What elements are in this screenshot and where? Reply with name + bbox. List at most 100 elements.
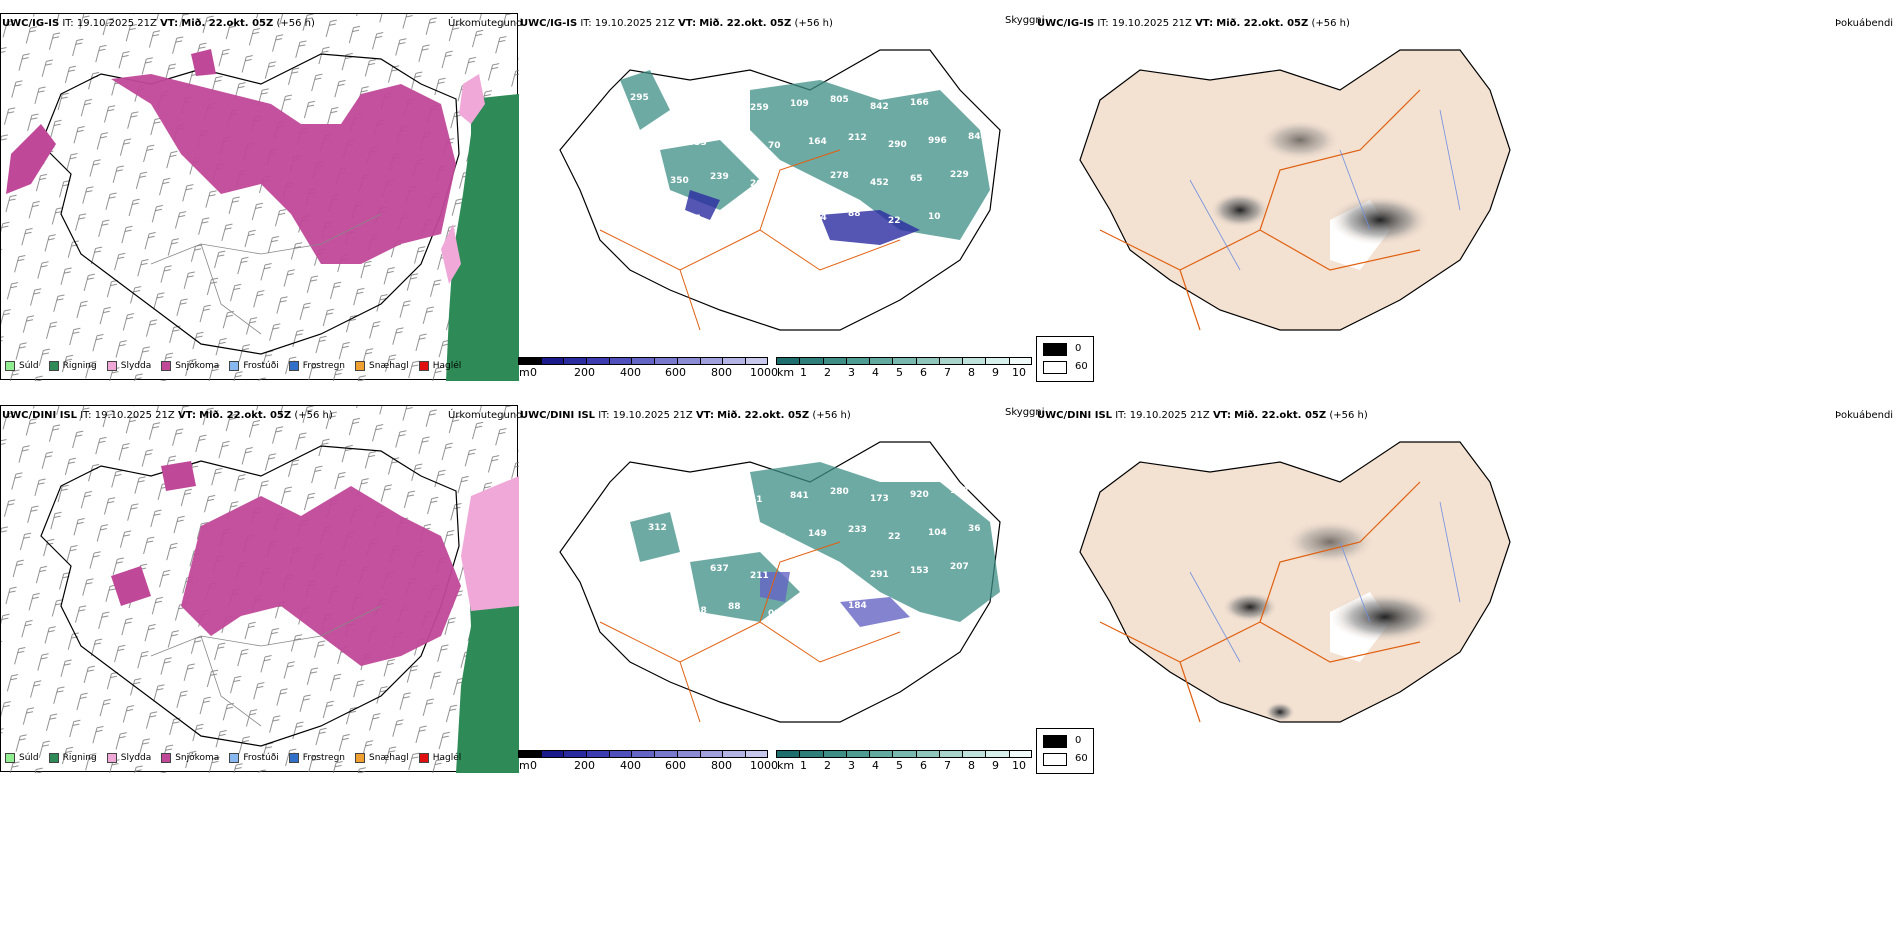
visibility-header-row1: UWC/IG-IS IT: 19.10.2025 21Z VT: Mið. 22…: [520, 18, 833, 29]
fog-area: [1285, 520, 1375, 564]
roads: [150, 605, 382, 727]
visibility-value-label: 160: [790, 175, 809, 185]
low-visibility-area: [630, 462, 1000, 622]
visibility-tick: 5: [896, 759, 903, 772]
visibility-value-label: 842: [870, 102, 889, 112]
visibility-map-row2: 71 78 361 41 841 280 173 920 172 312 915 258 331 149 2…: [559, 441, 1001, 723]
colorbar-cell: [722, 750, 745, 758]
colorbar-cell: [654, 357, 677, 365]
legend-swatch: [161, 753, 172, 763]
legend-swatch: [355, 361, 366, 371]
colorbar-cell: [699, 357, 723, 365]
precip-legend-row1: Súld Rigning Slydda Snjókoma Frostúði Fr…: [5, 361, 461, 371]
rivers: [1189, 109, 1461, 271]
visibility-value-label: 36: [968, 524, 981, 534]
precip-title-row2: Úrkomutegund: [448, 410, 523, 421]
legend-swatch: [288, 753, 299, 763]
visibility-tick: 1: [800, 366, 807, 379]
sleet-area: [441, 74, 485, 284]
fog-header-row2: UWC/DINI ISL IT: 19.10.2025 21Z VT: Mið.…: [1037, 410, 1368, 421]
visibility-value-label: 22: [888, 216, 901, 226]
cloud-base-tick: 400: [620, 366, 641, 379]
visibility-value-label: 88: [728, 602, 741, 612]
colorbar-cell: [776, 357, 800, 365]
precip-map-row2: [1, 406, 519, 773]
visibility-value-label: 104: [928, 528, 947, 538]
precip-header-row1: UWC/IG-IS IT: 19.10.2025 21Z VT: Mið. 22…: [2, 18, 315, 29]
legend-swatch: [418, 753, 429, 763]
cloud-base-tick: 600: [665, 366, 686, 379]
visibility-tick: 3: [848, 759, 855, 772]
visibility-colorbar-row1: [776, 357, 1032, 365]
colorbar-cell: [915, 357, 939, 365]
fog-legend-label: 0: [1075, 343, 1082, 354]
visibility-value-label: 452: [870, 178, 889, 188]
legend-label: Snæhagl: [369, 753, 409, 763]
colorbar-cell: [822, 750, 846, 758]
cloud-base-tick: 200: [574, 759, 595, 772]
visibility-value-label: 07: [688, 214, 701, 224]
low-cloud-base-area: [685, 190, 920, 245]
visibility-panel-row1: 295 293 80 259 109 805 842 166 53 203 333 987 70 164 2…: [520, 30, 1035, 350]
colorbar-cell: [962, 750, 986, 758]
visibility-tick: 5: [896, 366, 903, 379]
legend-item: Haglél: [418, 361, 462, 371]
cloud-base-colorbar-row1: [518, 357, 768, 365]
visibility-header-row2: UWC/DINI ISL IT: 19.10.2025 21Z VT: Mið.…: [520, 410, 851, 421]
fog-area: [1222, 592, 1278, 622]
precip-panel-row1: Súld Rigning Slydda Snjókoma Frostúði Fr…: [0, 13, 519, 381]
visibility-value-label: 805: [830, 95, 849, 105]
colorbar-cell: [540, 357, 564, 365]
visibility-value-label: 109: [790, 99, 809, 109]
legend-label: Frostúði: [243, 753, 279, 763]
colorbar-cell: [845, 357, 870, 365]
visibility-value-label: 211: [750, 571, 769, 581]
visibility-title-row2: Skyggni: [1005, 407, 1045, 418]
visibility-value-label: 100: [630, 561, 649, 571]
fog-legend-swatch-light: [1043, 361, 1067, 374]
colorbar-cell: [799, 357, 823, 365]
colorbar-cell: [845, 750, 870, 758]
land-area: [1079, 49, 1511, 331]
colorbar-cell: [518, 357, 541, 365]
colorbar-cell: [654, 750, 677, 758]
visibility-value-label: 312: [648, 523, 667, 533]
legend-item: Frostúði: [229, 361, 279, 371]
cloud-base-tick: 800: [711, 366, 732, 379]
visibility-value-label: 41: [750, 495, 763, 505]
visibility-value-label: 295: [630, 93, 649, 103]
colorbar-cell: [869, 750, 893, 758]
colorbar-cell: [631, 357, 655, 365]
roads: [1099, 89, 1421, 331]
visibility-value-label: 164: [808, 137, 827, 147]
fog-title-row2: Þokuábendi: [1835, 410, 1894, 421]
visibility-tick: 3: [848, 366, 855, 379]
legend-label: Haglél: [432, 361, 462, 371]
legend-swatch: [229, 361, 240, 371]
fog-area: [1330, 195, 1430, 245]
visibility-value-label: 149: [808, 529, 827, 539]
visibility-panel-row2: 71 78 361 41 841 280 173 920 172 312 915 258 331 149 2…: [520, 422, 1035, 742]
colorbar-cell: [869, 357, 893, 365]
colorbar-cell: [722, 357, 745, 365]
visibility-value-label: 80: [710, 96, 723, 106]
visibility-value-label: 258: [728, 526, 747, 536]
legend-swatch: [48, 361, 59, 371]
snow-area-west: [111, 461, 196, 606]
legend-item: Snæhagl: [355, 361, 409, 371]
visibility-value-label: 370: [648, 207, 667, 217]
visibility-tick: 7: [944, 366, 951, 379]
visibility-value-label: 229: [950, 170, 969, 180]
fog-panel-row2: [1040, 422, 1540, 742]
sleet-area: [461, 476, 519, 611]
colorbar-cell: [563, 750, 587, 758]
colorbar-cell: [540, 750, 564, 758]
colorbar-cell: [676, 750, 700, 758]
colorbar-cell: [744, 357, 768, 365]
precip-map-row1: [1, 14, 519, 381]
legend-item: Snæhagl: [355, 753, 409, 763]
colorbar-cell: [563, 357, 587, 365]
visibility-value-labels: 295 293 80 259 109 805 842 166 53 203 333 987 70 164 2…: [630, 93, 981, 227]
legend-label: Snæhagl: [369, 361, 409, 371]
visibility-tick: 4: [872, 759, 879, 772]
